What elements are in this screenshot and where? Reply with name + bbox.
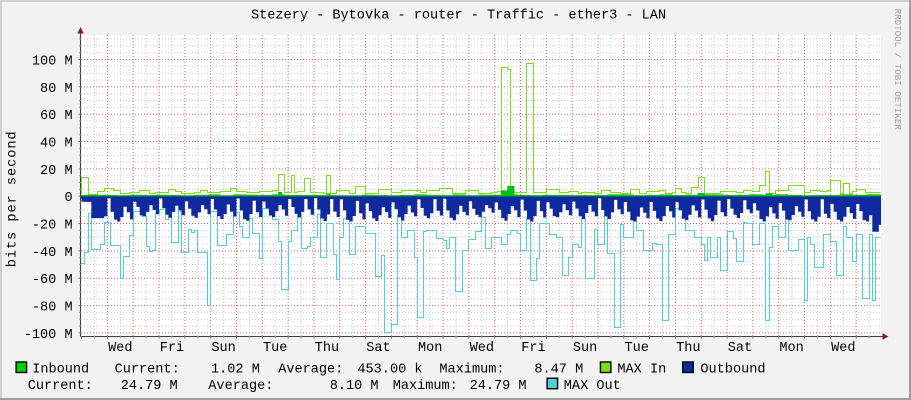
svg-text:Average:: Average: [208, 379, 273, 394]
svg-text:MAX Out: MAX Out [564, 379, 621, 394]
svg-text:Current:: Current: [115, 363, 180, 378]
svg-text:8.10 M: 8.10 M [330, 379, 379, 394]
svg-text:Fri: Fri [521, 341, 545, 356]
svg-text:Sun: Sun [573, 341, 597, 356]
svg-text:24.79 M: 24.79 M [470, 379, 527, 394]
svg-text:0: 0 [64, 191, 72, 206]
svg-text:20 M: 20 M [40, 164, 73, 179]
svg-text:60 M: 60 M [40, 109, 73, 124]
svg-text:-80 M: -80 M [32, 301, 73, 316]
svg-text:453.00 k: 453.00 k [357, 363, 422, 378]
svg-text:Sat: Sat [728, 341, 752, 356]
svg-text:MAX In: MAX In [617, 363, 666, 378]
svg-text:bits per second: bits per second [6, 131, 21, 267]
svg-text:Wed: Wed [108, 341, 132, 356]
svg-text:-100 M: -100 M [24, 328, 73, 343]
svg-text:RRDTOOL / TOBI OETIKER: RRDTOOL / TOBI OETIKER [892, 9, 903, 131]
svg-text:100 M: 100 M [32, 55, 73, 70]
svg-text:Current:: Current: [28, 379, 93, 394]
svg-text:Outbound: Outbound [700, 363, 765, 378]
svg-text:40 M: 40 M [40, 137, 73, 152]
svg-text:Tue: Tue [263, 341, 287, 356]
svg-text:Thu: Thu [676, 341, 700, 356]
svg-text:Fri: Fri [160, 341, 184, 356]
svg-text:80 M: 80 M [40, 82, 73, 97]
svg-text:Maximum:: Maximum: [439, 363, 504, 378]
svg-text:-60 M: -60 M [32, 273, 73, 288]
svg-text:Mon: Mon [779, 341, 803, 356]
svg-text:Maximum:: Maximum: [393, 379, 458, 394]
svg-text:Inbound: Inbound [32, 363, 89, 378]
svg-text:8.47 M: 8.47 M [534, 363, 583, 378]
svg-text:Stezery - Bytovka - router - T: Stezery - Bytovka - router - Traffic - e… [251, 8, 666, 23]
svg-text:Sat: Sat [366, 341, 390, 356]
svg-text:Mon: Mon [418, 341, 442, 356]
svg-text:-40 M: -40 M [32, 246, 73, 261]
svg-text:Tue: Tue [624, 341, 648, 356]
svg-text:Wed: Wed [831, 341, 855, 356]
svg-text:-20 M: -20 M [32, 219, 73, 234]
svg-text:1.02 M: 1.02 M [211, 363, 260, 378]
svg-text:Thu: Thu [315, 341, 339, 356]
svg-text:Average:: Average: [278, 363, 343, 378]
svg-text:24.79 M: 24.79 M [121, 379, 178, 394]
svg-text:Wed: Wed [470, 341, 494, 356]
svg-text:Sun: Sun [211, 341, 235, 356]
